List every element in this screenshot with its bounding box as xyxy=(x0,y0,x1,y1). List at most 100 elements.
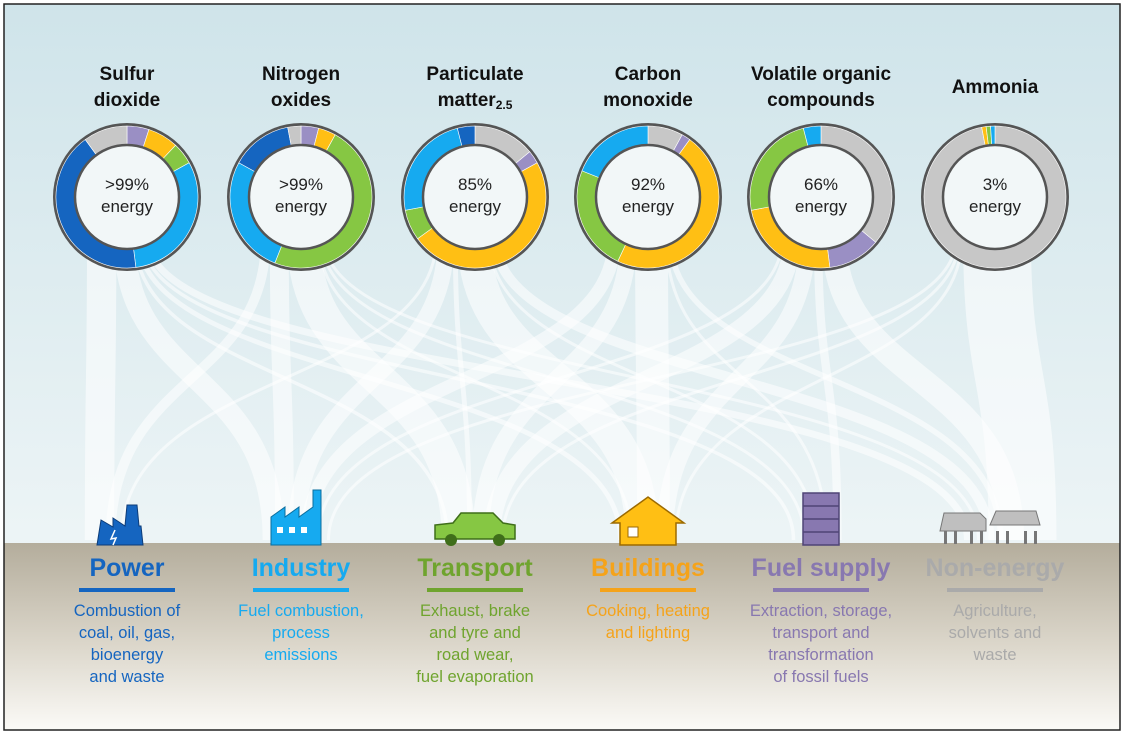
donut-co xyxy=(574,123,722,271)
flow-co-to-industry xyxy=(299,236,622,541)
flow-nh3-to-buildings xyxy=(674,236,964,541)
sector-name-industry: Industry xyxy=(211,553,391,583)
donut-inner-hole xyxy=(247,143,355,251)
flow-pm25-to-industry xyxy=(287,236,455,541)
flow-voc-to-industry xyxy=(316,236,784,541)
sector-underline-industry xyxy=(253,588,349,592)
sector-underline-fuel_supply xyxy=(773,588,869,592)
flow-nh3-to-transport xyxy=(501,236,961,541)
oil-barrel-icon xyxy=(802,492,840,546)
sector-description-non_energy: Agriculture, solvents and waste xyxy=(905,600,1085,666)
pollutant-title-line: oxides xyxy=(270,90,332,111)
donut-so2 xyxy=(53,123,201,271)
sector-description-line: and lighting xyxy=(605,624,691,642)
sector-name-non_energy: Non-energy xyxy=(905,553,1085,583)
energy-share-caption: energy xyxy=(275,197,327,216)
donut-label-so2: >99% energy xyxy=(77,174,177,218)
donut-inner-hole xyxy=(594,143,702,251)
sector-name-text: Industry xyxy=(251,554,351,582)
sector-name-transport: Transport xyxy=(385,553,565,583)
sector-description-line: waste xyxy=(973,646,1017,664)
sector-underline-buildings xyxy=(600,588,696,592)
pollutant-title-so2: Sulfur dioxide xyxy=(32,62,222,114)
sector-description-line: Extraction, storage, xyxy=(749,602,893,620)
pollutant-title-co: Carbon monoxide xyxy=(553,62,743,114)
energy-share-percent: >99% xyxy=(105,175,149,194)
donut-label-voc: 66% energy xyxy=(771,174,871,218)
pollutant-title-line: dioxide xyxy=(93,90,161,111)
flow-so2-to-industry xyxy=(113,236,285,541)
donut-label-co: 92% energy xyxy=(598,174,698,218)
sector-description-line: Cooking, heating xyxy=(586,602,710,620)
energy-share-percent: 3% xyxy=(982,175,1008,194)
sector-description-line: transformation xyxy=(768,646,874,664)
energy-share-caption: energy xyxy=(795,197,847,216)
sector-underline-non_energy xyxy=(947,588,1043,592)
sector-description-buildings: Cooking, heating and lighting xyxy=(558,600,738,644)
energy-share-caption: energy xyxy=(449,197,501,216)
power-plant-icon xyxy=(96,504,144,546)
pollutant-subscript: 2.5 xyxy=(495,98,513,112)
sector-description-line: coal, oil, gas, xyxy=(78,624,176,642)
pollutant-title-line: compounds xyxy=(767,90,875,111)
donut-inner-hole xyxy=(941,143,1049,251)
sector-description-line: bioenergy xyxy=(90,646,164,664)
energy-share-caption: energy xyxy=(101,197,153,216)
house-icon xyxy=(609,496,687,546)
sector-description-line: of fossil fuels xyxy=(773,668,869,686)
sector-name-text: Fuel supply xyxy=(751,554,891,582)
sector-description-transport: Exhaust, brake and tyre and road wear, fuel… xyxy=(385,600,565,688)
pollutant-title-line: Volatile organic xyxy=(750,64,892,85)
energy-share-caption: energy xyxy=(622,197,674,216)
sector-description-line: Fuel combustion, xyxy=(238,602,364,620)
sector-description-line: fuel evaporation xyxy=(416,668,534,686)
pollutant-title-nh3: Ammonia xyxy=(900,75,1090,101)
sector-name-text: Power xyxy=(89,554,165,582)
sector-underline-transport xyxy=(427,588,523,592)
donut-inner-hole xyxy=(767,143,875,251)
pollutant-title-pm25: Particulate matter2.5 xyxy=(380,62,570,118)
sector-description-line: emissions xyxy=(264,646,338,664)
flow-nox-to-power xyxy=(105,236,271,541)
sector-description-line: and tyre and xyxy=(429,624,521,642)
sector-description-line: Combustion of xyxy=(73,602,181,620)
flow-voc-to-fuel_supply xyxy=(813,236,842,541)
pollutant-title-line: Ammonia xyxy=(951,77,1039,98)
donut-label-pm25: 85% energy xyxy=(425,174,525,218)
donut-voc xyxy=(747,123,895,271)
cattle-icon xyxy=(939,510,1041,544)
sector-description-line: Agriculture, xyxy=(953,602,1037,620)
sector-description-line: process xyxy=(272,624,330,642)
donut-label-nh3: 3% energy xyxy=(945,174,1045,218)
sector-description-line: and waste xyxy=(89,668,165,686)
pollutant-title-line: Particulate xyxy=(426,64,524,85)
flow-nh3-to-industry xyxy=(327,236,958,541)
energy-share-percent: >99% xyxy=(279,175,323,194)
factory-icon xyxy=(270,489,322,546)
flow-nh3-to-non_energy xyxy=(963,236,1057,541)
sector-description-line: road wear, xyxy=(436,646,514,664)
pollutant-title-line: Sulfur xyxy=(99,64,155,85)
energy-share-percent: 66% xyxy=(803,175,839,194)
pollutant-title-line: Carbon xyxy=(614,64,682,85)
sector-description-line: Exhaust, brake xyxy=(419,602,531,620)
flow-co-to-non_energy xyxy=(667,236,1004,541)
sector-description-power: Combustion of coal, oil, gas, bioenergy and… xyxy=(37,600,217,688)
sector-name-power: Power xyxy=(37,553,217,583)
sector-name-text: Transport xyxy=(417,554,533,582)
sector-name-text: Buildings xyxy=(591,554,705,582)
sector-description-industry: Fuel combustion, process emissions xyxy=(211,600,391,666)
sector-description-line: transport and xyxy=(772,624,870,642)
energy-share-caption: energy xyxy=(969,197,1021,216)
sector-name-text: Non-energy xyxy=(925,554,1065,582)
car-icon xyxy=(434,512,516,546)
pollutant-title-line: matter xyxy=(437,90,496,111)
energy-share-percent: 92% xyxy=(630,175,666,194)
sector-underline-power xyxy=(79,588,175,592)
sector-name-buildings: Buildings xyxy=(558,553,738,583)
pollutant-title-line: monoxide xyxy=(603,90,693,111)
pollutant-title-line: Nitrogen xyxy=(261,64,341,85)
